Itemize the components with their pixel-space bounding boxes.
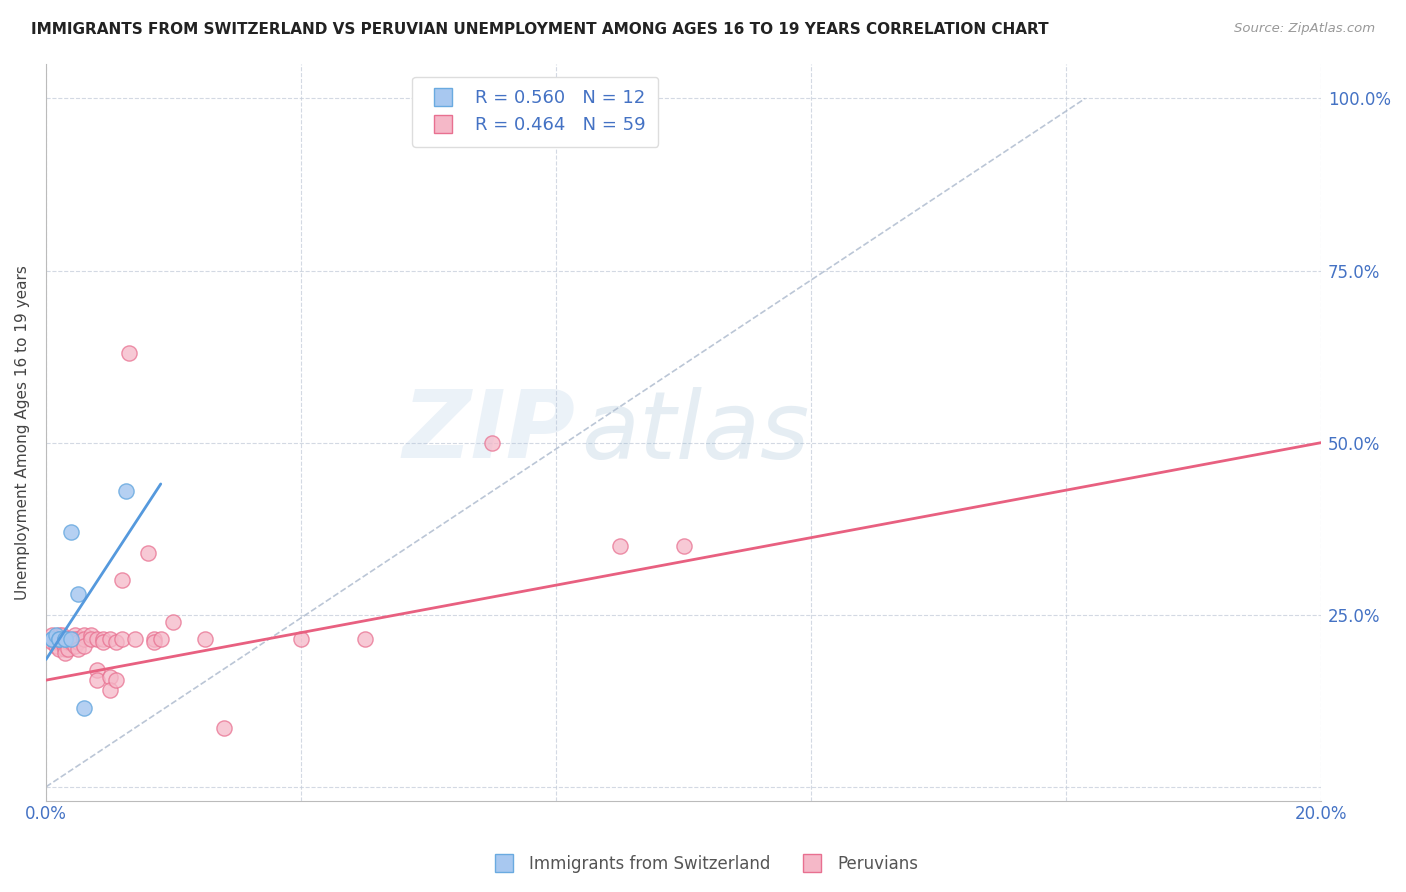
Point — [58, 632, 80, 646]
Point — [53, 642, 76, 657]
Point — [60, 635, 83, 649]
Text: Source: ZipAtlas.com: Source: ZipAtlas.com — [1234, 22, 1375, 36]
Point — [44, 635, 66, 649]
Point — [149, 632, 172, 646]
Y-axis label: Unemployment Among Ages 16 to 19 years: Unemployment Among Ages 16 to 19 years — [15, 265, 30, 599]
Point — [93, 632, 115, 646]
Point — [63, 628, 86, 642]
Point — [111, 632, 134, 646]
Point — [60, 632, 83, 646]
Text: atlas: atlas — [582, 387, 810, 478]
Point — [98, 632, 121, 646]
Point — [41, 632, 63, 646]
Text: ZIP: ZIP — [402, 386, 575, 478]
Point — [53, 632, 76, 646]
Point — [48, 632, 70, 646]
Point — [60, 525, 83, 540]
Point — [73, 632, 96, 646]
Point — [63, 639, 86, 653]
Point — [79, 632, 101, 646]
Point — [98, 670, 121, 684]
Point — [66, 635, 89, 649]
Point — [48, 635, 70, 649]
Point — [41, 628, 63, 642]
Point — [93, 635, 115, 649]
Point — [114, 483, 136, 498]
Point — [63, 632, 86, 646]
Point — [73, 639, 96, 653]
Point — [53, 635, 76, 649]
Point — [66, 642, 89, 657]
Point — [44, 628, 66, 642]
Point — [124, 632, 146, 646]
Point — [53, 632, 76, 646]
Point — [609, 539, 631, 553]
Point — [79, 628, 101, 642]
Point — [105, 673, 128, 688]
Point — [41, 632, 63, 646]
Point — [111, 574, 134, 588]
Point — [44, 639, 66, 653]
Point — [86, 663, 108, 677]
Point — [48, 628, 70, 642]
Point — [51, 628, 73, 642]
Point — [73, 700, 96, 714]
Point — [53, 646, 76, 660]
Point — [162, 615, 184, 629]
Point — [143, 635, 166, 649]
Point — [58, 642, 80, 657]
Point — [48, 632, 70, 646]
Point — [58, 635, 80, 649]
Point — [51, 632, 73, 646]
Point — [41, 635, 63, 649]
Point — [66, 632, 89, 646]
Point — [48, 642, 70, 657]
Point — [481, 435, 503, 450]
Point — [290, 632, 312, 646]
Point — [86, 673, 108, 688]
Point — [86, 632, 108, 646]
Point — [214, 722, 236, 736]
Point — [44, 632, 66, 646]
Point — [105, 635, 128, 649]
Point — [143, 632, 166, 646]
Point — [136, 546, 159, 560]
Point — [41, 632, 63, 646]
Point — [353, 632, 375, 646]
Point — [48, 632, 70, 646]
Point — [60, 632, 83, 646]
Legend: Immigrants from Switzerland, Peruvians: Immigrants from Switzerland, Peruvians — [481, 848, 925, 880]
Point — [51, 635, 73, 649]
Point — [66, 587, 89, 601]
Legend: R = 0.560   N = 12, R = 0.464   N = 59: R = 0.560 N = 12, R = 0.464 N = 59 — [412, 77, 658, 147]
Point — [53, 632, 76, 646]
Point — [73, 628, 96, 642]
Point — [98, 683, 121, 698]
Text: IMMIGRANTS FROM SWITZERLAND VS PERUVIAN UNEMPLOYMENT AMONG AGES 16 TO 19 YEARS C: IMMIGRANTS FROM SWITZERLAND VS PERUVIAN … — [31, 22, 1049, 37]
Point — [118, 346, 141, 360]
Point — [194, 632, 217, 646]
Point — [672, 539, 695, 553]
